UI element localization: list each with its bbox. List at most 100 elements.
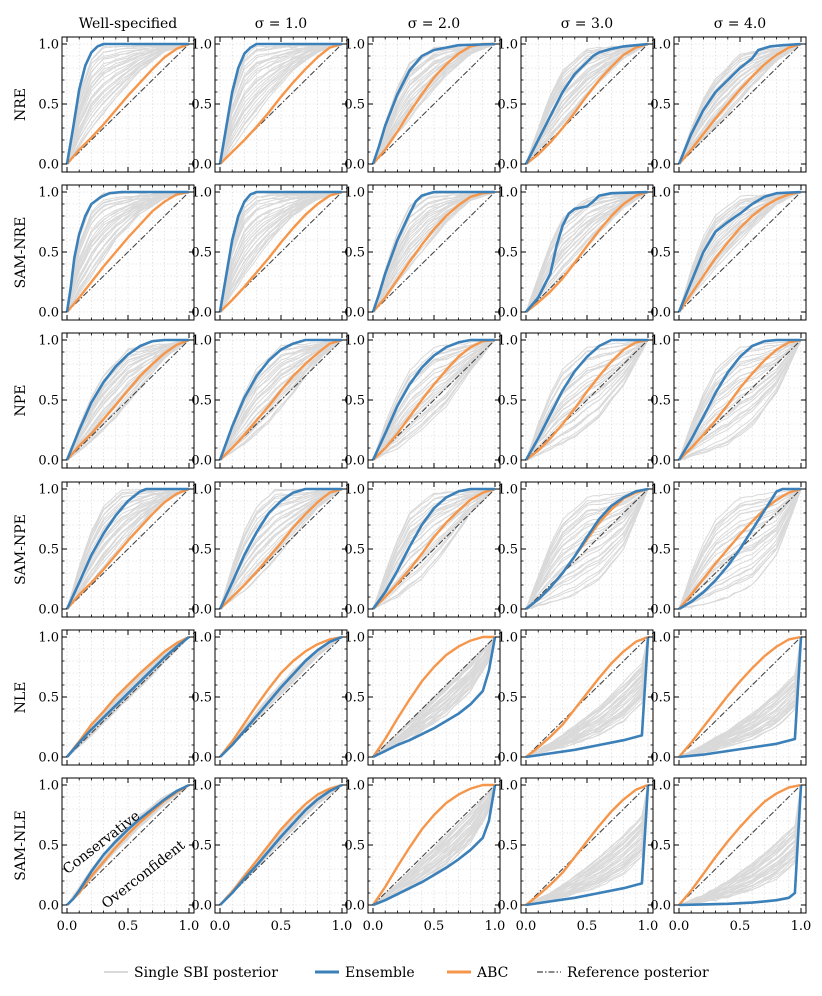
x-tick-label: 1.0 — [638, 919, 659, 934]
abc-line — [525, 783, 649, 906]
reference-posterior-line — [678, 43, 802, 165]
single-sbi-posterior-line — [372, 339, 496, 461]
single-sbi-posterior-line — [525, 339, 649, 461]
ensemble-line — [678, 784, 803, 907]
y-tick-label: 0.5 — [38, 691, 59, 706]
panel: 0.0 0.5 1.0 — [497, 36, 654, 173]
single-sbi-posterior-line — [372, 339, 496, 461]
abc-line — [678, 783, 802, 906]
reference-posterior-line — [372, 636, 496, 758]
single-sbi-posterior-line — [525, 488, 649, 610]
single-sbi-posterior-line — [525, 43, 649, 165]
single-sbi-posterior-line — [219, 339, 343, 461]
single-sbi-posterior-line — [678, 488, 802, 610]
legend-abc-label: ABC — [476, 965, 508, 981]
single-sbi-posterior-line — [372, 43, 496, 165]
panel: 0.0 0.5 1.0 — [38, 481, 195, 618]
single-sbi-posterior-line — [678, 636, 802, 758]
y-tick-label: 0.0 — [38, 454, 59, 469]
single-sbi-posterior-line — [525, 784, 649, 906]
single-sbi-posterior-line — [219, 191, 343, 313]
ensemble-line — [525, 784, 650, 907]
single-sbi-posterior-line — [678, 784, 802, 906]
y-tick-label: 1.0 — [191, 483, 212, 498]
x-tick-label: 0.5 — [577, 919, 598, 934]
y-tick-label: 0.5 — [191, 839, 212, 854]
y-tick-label: 0.0 — [191, 899, 212, 914]
reference-posterior-line — [678, 784, 802, 906]
single-sbi-posterior-line — [219, 43, 343, 165]
single-sbi-posterior-line — [525, 339, 649, 461]
panel: 0.0 0.5 1.0 — [191, 332, 348, 469]
single-sbi-posterior-line — [678, 488, 802, 610]
single-sbi-posterior-line — [525, 488, 649, 610]
single-sbi-posterior-line — [372, 339, 496, 461]
reference-posterior-line — [372, 191, 496, 313]
abc-line — [219, 635, 343, 758]
single-sbi-posterior-line — [372, 488, 496, 610]
y-tick-label: 0.0 — [344, 603, 365, 618]
single-sbi-posterior-line — [678, 488, 802, 610]
y-tick-label: 0.5 — [38, 246, 59, 261]
single-sbi-posterior-line — [525, 339, 649, 461]
single-sbi-posterior-line — [678, 784, 802, 906]
reference-posterior-line — [372, 784, 496, 906]
y-tick-label: 0.5 — [38, 839, 59, 854]
ensemble-line — [371, 487, 495, 610]
x-tick-label: 1.0 — [332, 919, 353, 934]
y-tick-label: 1.0 — [38, 186, 59, 201]
y-tick-label: 0.0 — [191, 158, 212, 173]
single-sbi-posterior-line — [219, 339, 343, 461]
row-label: SAM-NPE — [13, 514, 29, 585]
abc-line — [372, 783, 495, 906]
single-sbi-posterior-line — [525, 636, 649, 758]
y-tick-label: 1.0 — [497, 334, 518, 349]
column-title: σ = 1.0 — [255, 16, 307, 32]
single-sbi-posterior-line — [372, 488, 496, 610]
ensemble-line — [678, 636, 803, 759]
single-sbi-posterior-line — [372, 339, 496, 461]
ensemble-line — [677, 190, 802, 313]
abc-line — [525, 338, 649, 461]
single-sbi-posterior-line — [525, 488, 649, 610]
y-tick-label: 0.0 — [650, 158, 671, 173]
single-sbi-posterior-line — [678, 488, 802, 610]
y-tick-label: 0.0 — [38, 158, 59, 173]
y-tick-label: 0.5 — [344, 394, 365, 409]
single-sbi-posterior-line — [525, 488, 649, 610]
row-label: SAM-NLE — [13, 810, 29, 881]
single-sbi-posterior-line — [525, 43, 649, 165]
y-tick-label: 0.5 — [650, 543, 671, 558]
single-sbi-posterior-line — [678, 339, 802, 461]
x-tick-label: 0.0 — [363, 919, 384, 934]
abc-line — [66, 487, 190, 610]
reference-posterior-line — [525, 43, 649, 165]
ensemble-line — [218, 487, 342, 610]
single-sbi-posterior-line — [525, 488, 649, 610]
panel: 0.0 0.5 1.0 — [650, 184, 807, 321]
single-sbi-posterior-line — [678, 43, 802, 165]
y-tick-label: 0.0 — [38, 306, 59, 321]
y-tick-label: 0.0 — [497, 751, 518, 766]
y-tick-label: 0.0 — [650, 899, 671, 914]
panel: 0.0 0.5 1.0 — [650, 629, 807, 766]
single-sbi-posterior-line — [525, 488, 649, 610]
panel: 0.0 0.5 1.0 — [650, 332, 807, 469]
y-tick-label: 1.0 — [650, 334, 671, 349]
y-tick-label: 0.0 — [344, 158, 365, 173]
single-sbi-posterior-line — [525, 43, 649, 165]
single-sbi-posterior-line — [219, 488, 343, 610]
reference-posterior-line — [678, 636, 802, 758]
single-sbi-posterior-line — [372, 339, 496, 461]
panel: 0.0 0.5 1.0 — [38, 332, 195, 469]
single-sbi-posterior-line — [678, 339, 802, 461]
single-sbi-posterior-line — [525, 784, 649, 906]
y-tick-label: 0.5 — [650, 98, 671, 113]
reference-posterior-line — [525, 339, 649, 461]
y-tick-label: 1.0 — [344, 483, 365, 498]
single-sbi-posterior-line — [525, 191, 649, 313]
abc-line — [678, 190, 802, 313]
single-sbi-posterior-line — [219, 339, 343, 461]
single-sbi-posterior-line — [678, 636, 802, 758]
single-sbi-posterior-line — [525, 636, 649, 758]
